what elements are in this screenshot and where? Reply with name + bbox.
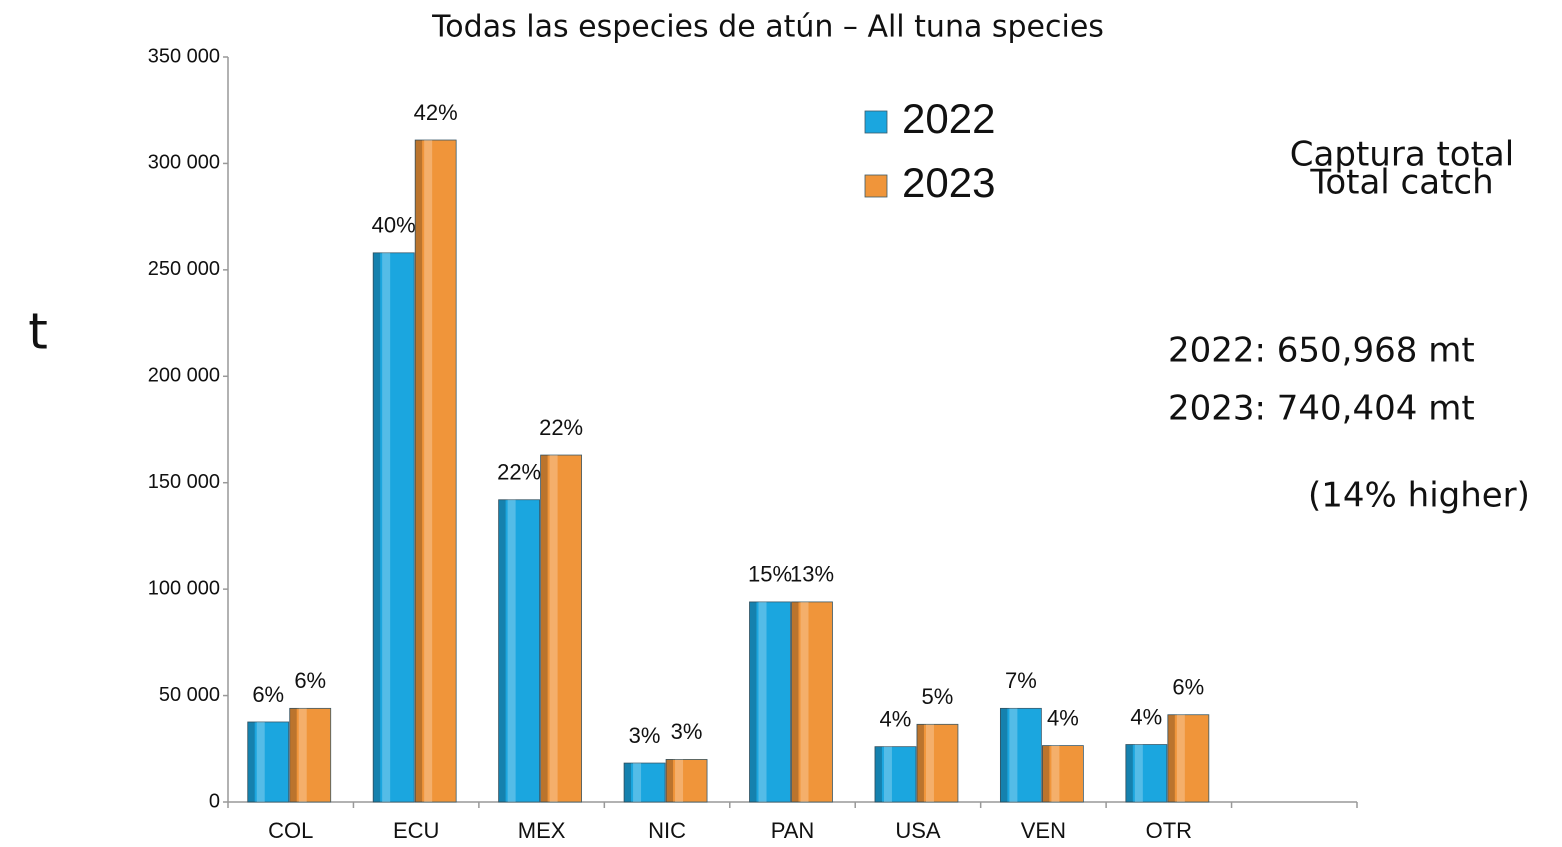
value-label: 6% — [252, 682, 284, 707]
bar — [289, 707, 332, 803]
x-tick-label: PAN — [771, 818, 815, 843]
x-tick-label: USA — [895, 818, 941, 843]
legend-label: 2023 — [902, 159, 995, 206]
y-tick-label: 250 000 — [148, 258, 220, 280]
bar-shade — [289, 708, 297, 802]
bar — [791, 601, 833, 803]
bar-shine — [800, 601, 809, 802]
y-tick-label: 0 — [209, 790, 220, 812]
bar-shade — [540, 455, 548, 802]
x-tick-label: OTR — [1146, 818, 1192, 843]
bar-shade — [666, 759, 674, 802]
bar-shine — [1051, 745, 1060, 802]
bar-shine — [1009, 708, 1018, 802]
y-tick-label: 100 000 — [148, 577, 220, 599]
bar-shine — [507, 499, 516, 802]
bar-shine — [758, 601, 767, 802]
y-tick-label: 200 000 — [148, 365, 220, 387]
bar-shade — [1125, 744, 1133, 802]
value-label: 6% — [294, 668, 326, 693]
bar-shine — [883, 746, 892, 802]
value-label: 4% — [1047, 705, 1079, 730]
y-axis-label: t — [28, 303, 48, 361]
y-tick-label: 50 000 — [159, 684, 220, 706]
bar-shade — [247, 721, 255, 802]
value-label: 13% — [790, 562, 834, 587]
x-tick-label: VEN — [1021, 818, 1066, 843]
x-tick-label: NIC — [648, 818, 686, 843]
x-tick-label: MEX — [518, 818, 566, 843]
legend-swatch — [864, 110, 888, 134]
bar-shade — [415, 140, 423, 802]
value-label: 7% — [1005, 668, 1037, 693]
legend-label: 2022 — [902, 95, 995, 142]
bar — [540, 454, 583, 803]
annotation: Total catch — [1309, 163, 1493, 203]
bar-shine — [549, 455, 558, 802]
annotation: 2023: 740,404 mt — [1168, 389, 1475, 429]
legend-swatch — [864, 174, 888, 198]
bar-shine — [675, 759, 684, 802]
value-label: 15% — [748, 562, 792, 587]
bar-shade — [874, 746, 882, 802]
bar-shade — [791, 601, 799, 802]
bar-shade — [916, 724, 924, 802]
bar-shine — [256, 721, 265, 802]
x-tick-label: ECU — [393, 818, 439, 843]
bar — [247, 721, 290, 803]
bar-shine — [1134, 744, 1143, 802]
bar-shine — [1176, 714, 1185, 802]
bar — [1167, 714, 1210, 803]
bar — [874, 746, 917, 803]
bar — [623, 762, 666, 803]
annotation: 2022: 650,968 mt — [1168, 331, 1475, 371]
value-label: 4% — [1130, 704, 1162, 729]
bar-shade — [1042, 745, 1050, 802]
annotation: Captura total — [1290, 135, 1514, 175]
bar-shine — [925, 724, 934, 802]
bar — [999, 707, 1042, 803]
value-label: 22% — [497, 460, 541, 485]
x-tick-label: COL — [268, 818, 313, 843]
bar — [749, 601, 791, 803]
bar — [1041, 745, 1084, 803]
y-tick-label: 300 000 — [148, 152, 220, 174]
bar-shade — [1167, 714, 1175, 802]
annotation: (14% higher) — [1308, 476, 1530, 516]
value-label: 42% — [414, 100, 458, 125]
bar-shade — [624, 763, 632, 802]
value-label: 22% — [539, 415, 583, 440]
bar-shade — [1000, 708, 1008, 802]
value-label: 5% — [922, 684, 954, 709]
bar-shade — [498, 499, 506, 802]
value-label: 4% — [880, 706, 912, 731]
bar — [498, 499, 541, 803]
bar — [1125, 744, 1168, 803]
bar — [372, 252, 415, 803]
bar-shine — [382, 252, 391, 803]
y-tick-label: 150 000 — [148, 471, 220, 493]
chart-title: Todas las especies de atún – All tuna sp… — [431, 10, 1104, 45]
value-label: 3% — [629, 723, 661, 748]
bar-shine — [298, 708, 307, 802]
bar-shade — [749, 601, 757, 802]
value-label: 3% — [671, 719, 703, 744]
value-label: 6% — [1172, 675, 1204, 700]
bar — [414, 139, 457, 803]
bar — [665, 759, 708, 803]
value-label: 40% — [372, 213, 416, 238]
y-tick-label: 350 000 — [148, 45, 220, 67]
bar-shine — [424, 140, 433, 802]
bar-shade — [373, 252, 381, 803]
bar — [916, 723, 959, 803]
bar-shine — [633, 763, 642, 802]
